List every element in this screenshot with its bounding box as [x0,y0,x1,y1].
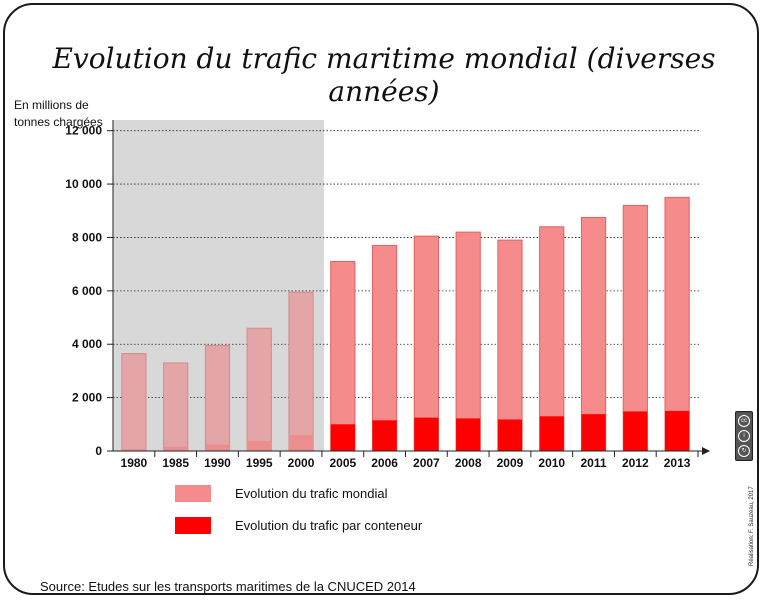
x-tick-label: 2012 [622,456,649,470]
x-axis-arrow [702,447,710,455]
bar-container-traffic [288,434,314,451]
credit-note: Réalisation: F. Sauzeau, 2017 [738,476,755,566]
bar-world-traffic [121,353,147,452]
bar-container-traffic [664,410,690,451]
y-tick-label: 4 000 [72,337,102,351]
bar-world-traffic [330,260,356,452]
bar-world-traffic [539,226,565,452]
source-note: Source: Etudes sur les transports mariti… [40,579,416,594]
x-tick-label: 1980 [121,456,148,470]
credit-text: Réalisation: F. Sauzeau, 2017 [749,486,755,566]
cc-icon: cc [738,415,750,427]
bar-container-traffic [497,419,523,451]
y-tick-label: 0 [95,444,102,458]
y-tick-label: 12 000 [65,124,102,138]
bar-world-traffic [288,291,314,452]
sa-icon: ↻ [738,445,750,457]
bar-world-traffic [204,345,231,452]
x-tick-label: 2006 [371,456,398,470]
by-icon: i [738,430,750,442]
bar-container-traffic [414,417,439,451]
x-tick-label: 2005 [329,456,356,470]
legend-label-container: Evolution du trafic par conteneur [235,518,423,533]
license-badge: cc i ↻ [735,411,753,461]
y-tick-label: 6 000 [72,284,102,298]
x-tick-label: 2011 [581,456,607,470]
bar-container-traffic [163,446,188,451]
chart-title: Evolution du trafic maritime mondial (di… [52,42,716,108]
bar-world-traffic [497,239,523,452]
x-tick-label: 2013 [664,456,691,470]
x-tick-label: 2000 [288,456,315,470]
bar-container-traffic [372,420,397,451]
bar-world-traffic [664,196,690,452]
legend-item-container: Evolution du trafic par conteneur [175,517,422,534]
bar-container-traffic [539,416,564,451]
y-axis-label: En millions de tonnes chargées [14,98,103,129]
legend-item-world: Evolution du trafic mondial [175,485,387,502]
y-tick-label: 10 000 [65,177,102,191]
x-tick-label: 1995 [246,456,273,470]
legend-swatch-container [175,517,211,534]
bar-world-traffic [371,244,398,452]
bar-container-traffic [121,449,147,451]
legend-label-world: Evolution du trafic mondial [235,486,388,501]
x-tick-label: 2007 [413,456,440,470]
bar-container-traffic [247,440,272,451]
x-tick-label: 2010 [538,456,565,470]
bar-world-traffic [413,235,440,452]
bar-world-traffic [455,231,481,452]
x-tick-label: 2009 [497,456,524,470]
bar-container-traffic [330,424,355,451]
bar-container-traffic [623,411,648,451]
x-tick-label: 2008 [455,456,482,470]
bar-container-traffic [456,418,481,451]
y-tick-label: 2 000 [72,391,102,405]
bar-world-traffic [163,362,189,452]
x-tick-label: 1985 [162,456,189,470]
legend-swatch-world [175,485,211,502]
y-tick-label: 8 000 [72,230,102,244]
bar-world-traffic [246,327,272,452]
bar-world-traffic [622,204,648,452]
bar-container-traffic [205,444,230,451]
x-tick-label: 1990 [204,456,231,470]
bar-container-traffic [581,414,606,451]
